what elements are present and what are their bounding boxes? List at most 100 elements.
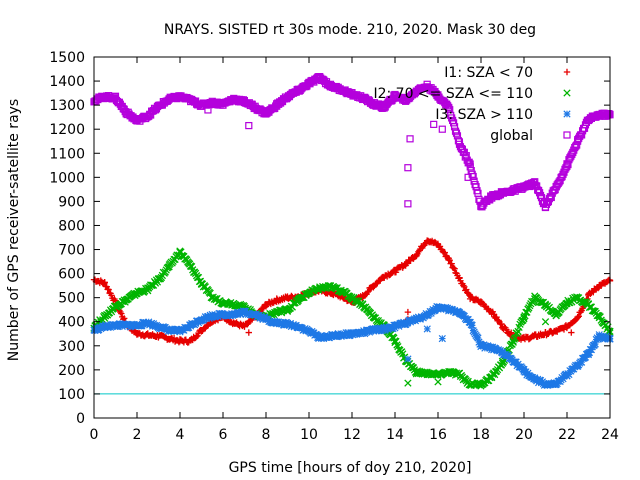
data-point — [531, 178, 539, 186]
data-point — [257, 312, 265, 320]
legend: I1: SZA < 70 I2: 70 <= SZA <= 110 I3: SZA … — [373, 65, 571, 144]
data-point — [450, 264, 457, 272]
data-point — [405, 316, 414, 324]
data-point — [121, 315, 128, 322]
data-point — [191, 269, 200, 278]
axes: 0 2 4 6 8 10 12 14 16 18 20 22 240100200300400500600… — [49, 50, 619, 443]
legend-marker — [563, 110, 571, 118]
data-point — [205, 314, 213, 322]
x-tick-label: 12 — [343, 427, 361, 443]
data-point — [101, 279, 108, 286]
data-point-outlier — [438, 125, 446, 133]
y-tick-label: 500 — [58, 291, 85, 307]
data-point-outlier — [204, 106, 212, 114]
data-point — [555, 308, 563, 316]
data-point-outlier — [406, 135, 414, 143]
data-point — [364, 288, 371, 296]
data-point — [469, 172, 477, 181]
x-tick-label: 16 — [429, 427, 447, 443]
data-point — [441, 249, 448, 256]
data-point — [319, 332, 327, 340]
data-point — [508, 329, 515, 336]
data-point — [105, 286, 112, 293]
data-point-outlier — [404, 379, 412, 387]
data-point — [498, 320, 505, 328]
x-tick-label: 2 — [133, 427, 142, 443]
data-point-outlier — [404, 200, 412, 208]
data-point — [465, 158, 473, 166]
data-point — [404, 319, 412, 327]
data-point — [533, 182, 541, 190]
x-tick-label: 22 — [558, 427, 576, 443]
x-tick-label: 18 — [472, 427, 490, 443]
legend-marker — [563, 89, 571, 97]
y-tick-label: 900 — [58, 194, 85, 210]
y-tick-label: 600 — [58, 267, 85, 283]
data-point — [574, 314, 581, 321]
data-point — [451, 265, 458, 272]
data-point — [161, 268, 169, 276]
data-point — [501, 350, 510, 359]
data-point — [493, 313, 500, 321]
data-point — [558, 173, 566, 181]
data-point — [118, 310, 125, 317]
data-point-outlier — [464, 173, 472, 181]
data-point — [503, 326, 510, 333]
data-point — [568, 150, 576, 158]
x-tick-label: 8 — [262, 427, 271, 443]
data-point — [460, 282, 467, 289]
series-4 — [90, 73, 614, 212]
data-point — [472, 183, 480, 191]
series-3 — [90, 302, 614, 389]
data-point-outlier — [541, 318, 550, 326]
data-point — [577, 358, 586, 366]
data-point — [456, 274, 463, 281]
data-point — [559, 375, 567, 383]
y-tick-label: 1000 — [49, 170, 85, 186]
data-point — [605, 110, 613, 118]
x-tick-label: 24 — [601, 427, 619, 443]
data-point — [535, 186, 543, 195]
y-tick-label: 100 — [58, 387, 85, 403]
data-point — [557, 376, 565, 384]
data-point — [449, 119, 458, 127]
y-tick-label: 1300 — [49, 98, 85, 114]
data-point — [565, 370, 573, 379]
data-point — [446, 257, 453, 264]
data-point — [516, 320, 524, 328]
legend-marker — [563, 68, 571, 76]
data-point-outlier — [430, 120, 438, 128]
data-point — [193, 333, 200, 340]
y-tick-label: 1400 — [49, 74, 85, 90]
data-point — [547, 193, 555, 202]
data-point — [534, 375, 542, 383]
data-point — [398, 348, 406, 356]
data-point — [445, 103, 453, 112]
data-point-outlier — [568, 329, 575, 336]
y-tick-label: 400 — [58, 315, 85, 331]
data-point — [448, 260, 455, 267]
data-point — [451, 127, 460, 135]
data-point — [437, 305, 445, 313]
x-axis-label: GPS time [hours of doy 210, 2020] — [229, 460, 472, 476]
data-point — [575, 313, 582, 320]
x-tick-label: 10 — [300, 427, 318, 443]
data-point — [591, 340, 599, 348]
data-point-outlier — [438, 334, 446, 343]
data-point — [564, 160, 572, 169]
data-point — [525, 304, 533, 312]
y-tick-label: 800 — [58, 218, 85, 234]
data-point — [289, 321, 297, 329]
x-tick-label: 14 — [386, 427, 404, 443]
y-axis-label: Number of GPS receiver-satellite rays — [6, 99, 22, 361]
series-2 — [90, 247, 614, 390]
y-tick-label: 0 — [76, 411, 85, 427]
data-point-outlier — [404, 355, 412, 363]
x-tick-label: 6 — [219, 427, 228, 443]
data-point — [463, 286, 470, 293]
data-point — [380, 324, 388, 332]
data-point — [474, 334, 482, 342]
legend-label: I1: SZA < 70 — [444, 65, 533, 81]
data-point-outlier — [404, 164, 412, 172]
